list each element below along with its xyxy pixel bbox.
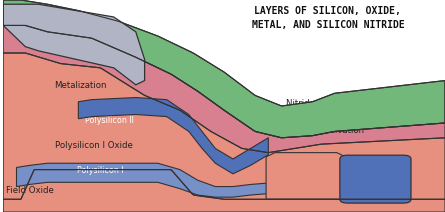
- Text: LAYERS OF SILICON, OXIDE,
METAL, AND SILICON NITRIDE: LAYERS OF SILICON, OXIDE, METAL, AND SIL…: [251, 6, 405, 29]
- Polygon shape: [3, 4, 145, 85]
- Text: Polysilicon I Oxide: Polysilicon I Oxide: [55, 141, 133, 150]
- FancyBboxPatch shape: [340, 155, 411, 203]
- Text: Polysilicon I: Polysilicon I: [77, 166, 124, 175]
- Polygon shape: [78, 98, 268, 174]
- Text: Poly I: Poly I: [355, 178, 376, 187]
- Text: Field Oxide: Field Oxide: [6, 186, 54, 195]
- Text: Metalization: Metalization: [54, 81, 107, 90]
- Polygon shape: [266, 153, 346, 199]
- Polygon shape: [3, 170, 445, 212]
- Polygon shape: [3, 0, 445, 138]
- Polygon shape: [3, 53, 445, 199]
- Polygon shape: [16, 163, 277, 197]
- Polygon shape: [3, 25, 445, 153]
- Text: Nitride Passivation: Nitride Passivation: [286, 99, 366, 108]
- Text: Oxide: Oxide: [269, 178, 294, 187]
- Text: Oxide Passivation: Oxide Passivation: [287, 126, 364, 135]
- Text: Polysilicon II: Polysilicon II: [85, 116, 134, 125]
